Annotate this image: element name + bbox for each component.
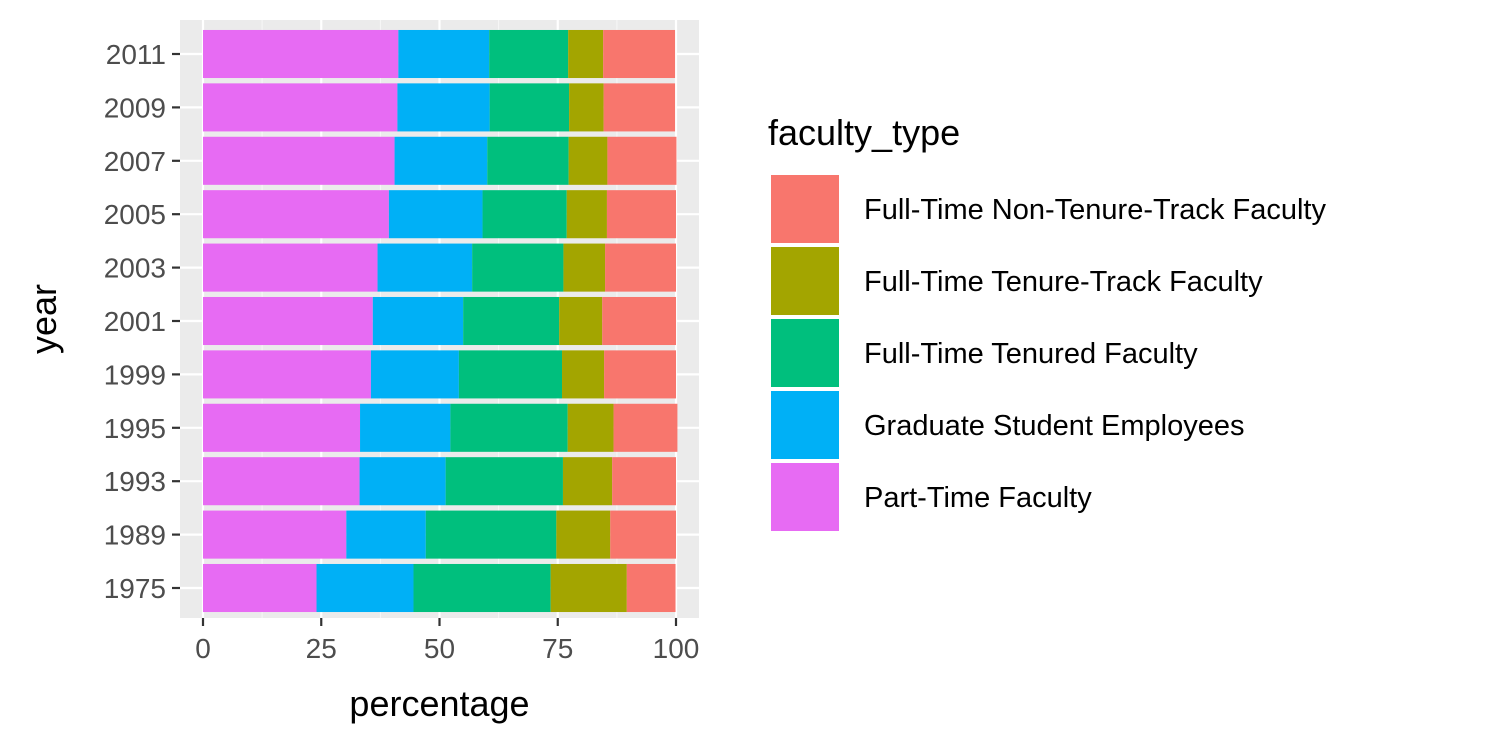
bar-segment — [568, 29, 604, 79]
legend-label: Graduate Student Employees — [864, 410, 1244, 442]
bar-segment — [603, 83, 676, 132]
bar-segment — [626, 563, 676, 613]
y-tick-label: 2005 — [104, 199, 166, 230]
bar-segment — [203, 29, 399, 79]
bar-segment — [458, 350, 563, 399]
bar-segment — [607, 136, 677, 185]
bar-segment — [360, 403, 451, 452]
bar-segment — [550, 563, 627, 613]
bar-segment — [482, 190, 567, 239]
legend-swatch — [771, 175, 839, 243]
bars — [203, 29, 678, 613]
legend-title: faculty_type — [768, 112, 960, 153]
bar-segment — [556, 510, 611, 559]
y-tick-label: 2003 — [104, 253, 166, 284]
bar-segment — [489, 29, 569, 79]
bar-segment — [602, 296, 676, 346]
bar-segment — [563, 243, 606, 292]
bar-segment — [413, 563, 551, 613]
y-tick-label: 1989 — [104, 520, 166, 551]
bar-segment — [346, 510, 426, 559]
legend-swatch — [771, 463, 839, 531]
bar-segment — [445, 457, 563, 506]
x-tick-label: 25 — [306, 633, 337, 664]
bar-segment — [472, 243, 564, 292]
y-tick-label: 1995 — [104, 413, 166, 444]
bar-segment — [612, 457, 676, 506]
bar-segment — [372, 296, 464, 346]
y-tick-label: 2009 — [104, 92, 166, 123]
bar-segment — [489, 83, 570, 132]
bar-segment — [203, 563, 317, 613]
bar-segment — [203, 243, 378, 292]
bar-segment — [388, 190, 483, 239]
bar-segment — [370, 350, 459, 399]
y-tick-label: 2011 — [106, 39, 166, 70]
bar-segment — [603, 29, 676, 79]
legend-swatch — [771, 391, 839, 459]
y-axis-title: year — [23, 284, 64, 354]
legend-label: Part-Time Faculty — [864, 482, 1092, 514]
bar-segment — [604, 350, 676, 399]
bar-segment — [203, 510, 347, 559]
x-axis: 0 25 50 75 100 — [195, 618, 699, 664]
bar-segment — [398, 29, 490, 79]
bar-segment — [394, 136, 488, 185]
bar-segment — [487, 136, 569, 185]
bar-segment — [568, 136, 608, 185]
bar-segment — [203, 296, 373, 346]
bar-segment — [562, 457, 613, 506]
bar-segment — [425, 510, 557, 559]
legend-swatch — [771, 319, 839, 387]
bar-segment — [562, 350, 605, 399]
y-tick-label: 2001 — [104, 306, 166, 337]
x-axis-title: percentage — [349, 683, 529, 724]
y-tick-label: 1999 — [104, 359, 166, 390]
bar-segment — [613, 403, 678, 452]
bar-segment — [203, 190, 389, 239]
legend-label: Full-Time Tenured Faculty — [864, 338, 1198, 370]
y-tick-label: 1975 — [104, 573, 166, 604]
legend: faculty_type Full-Time Non-Tenure-Track … — [768, 112, 1326, 531]
bar-segment — [203, 350, 371, 399]
y-axis: 1975 1989 1993 1995 1999 2001 2003 2005 2007 2009… — [104, 39, 180, 604]
bar-segment — [203, 136, 395, 185]
x-tick-label: 50 — [424, 633, 455, 664]
y-tick-label: 1993 — [104, 466, 166, 497]
bar-segment — [566, 190, 607, 239]
bar-segment — [203, 403, 361, 452]
legend-label: Full-Time Non-Tenure-Track Faculty — [864, 194, 1326, 226]
x-tick-label: 100 — [653, 633, 700, 664]
bar-segment — [203, 457, 360, 506]
bar-segment — [450, 403, 568, 452]
bar-segment — [377, 243, 473, 292]
bar-segment — [463, 296, 560, 346]
bar-segment — [397, 83, 490, 132]
bar-segment — [606, 190, 676, 239]
y-tick-label: 2007 — [104, 146, 166, 177]
legend-swatch — [771, 247, 839, 315]
bar-segment — [605, 243, 676, 292]
x-tick-label: 0 — [195, 633, 211, 664]
bar-segment — [567, 403, 614, 452]
legend-label: Full-Time Tenure-Track Faculty — [864, 266, 1263, 298]
bar-segment — [569, 83, 604, 132]
bar-segment — [610, 510, 676, 559]
bar-segment — [359, 457, 446, 506]
bar-segment — [559, 296, 603, 346]
bar-segment — [316, 563, 414, 613]
bar-segment — [203, 83, 398, 132]
x-tick-label: 75 — [542, 633, 573, 664]
